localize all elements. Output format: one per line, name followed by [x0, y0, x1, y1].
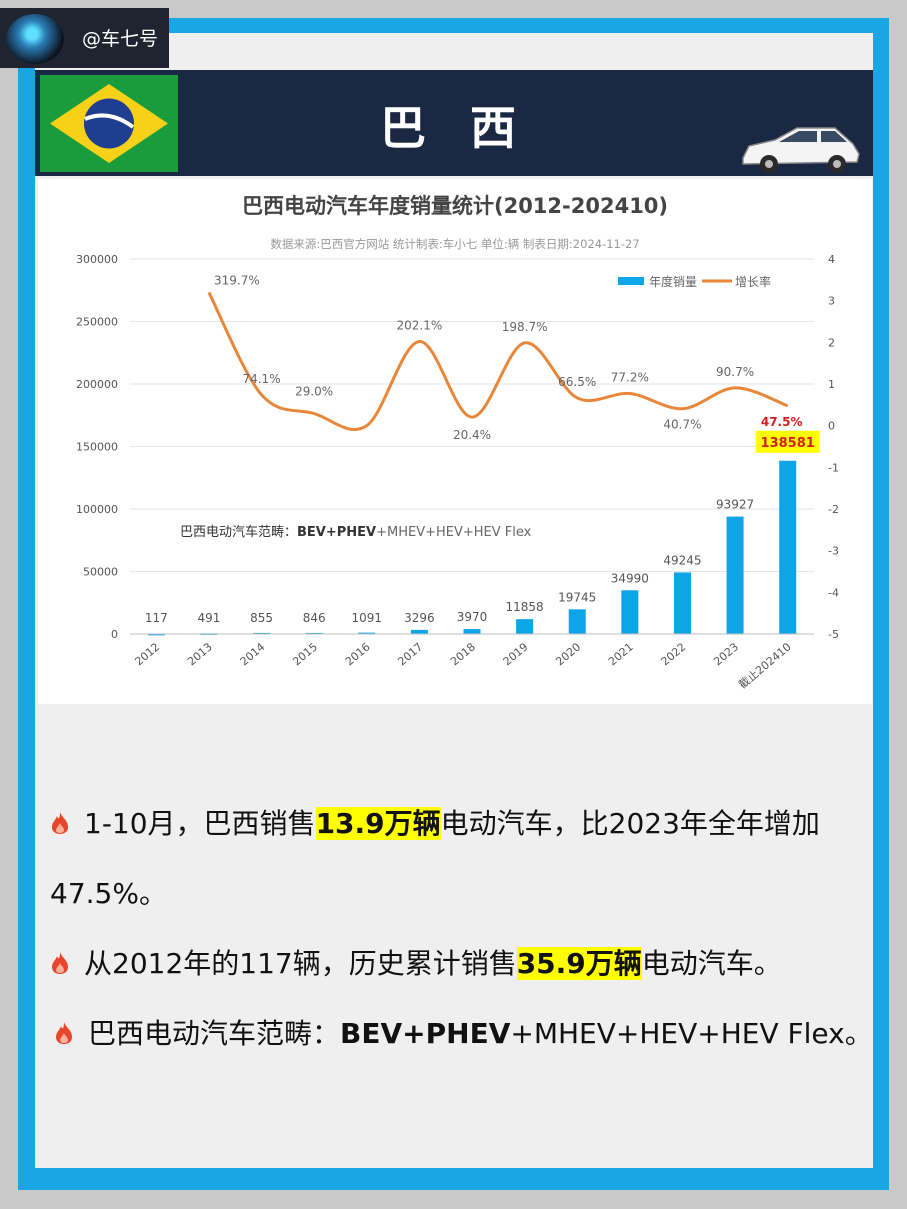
fire-icon [50, 809, 70, 842]
x-tick-label: 2012 [132, 640, 162, 668]
fire-icon [54, 1019, 74, 1052]
annotation-bold: BEV+PHEV [297, 525, 376, 540]
bar-data-label: 491 [197, 611, 220, 625]
x-tick-label: 2013 [185, 640, 215, 668]
annotation-rest: +MHEV+HEV+HEV Flex [376, 525, 532, 540]
bullet-1-highlight: 13.9万辆 [315, 807, 441, 840]
chart-title: 巴西电动汽车年度销量统计(2012-202410) [242, 194, 668, 218]
brazil-flag-icon [40, 75, 178, 172]
line-data-label: 319.7% [214, 273, 260, 287]
bar [673, 572, 691, 634]
y-left-tick-label: 300000 [76, 253, 118, 266]
chart-subtitle: 数据来源:巴西官方网站 统计制表:车小七 单位:辆 制表日期:2024-11-2… [270, 237, 639, 251]
bar [726, 516, 744, 634]
car-icon [735, 118, 865, 176]
line-data-label: 20.4% [453, 428, 491, 442]
y-right-tick-label: 2 [828, 336, 835, 349]
bullet-2-text-end: 电动汽车。 [641, 947, 782, 980]
bullet-3-text: 巴西电动汽车范畴： [88, 1017, 341, 1050]
chart-annotation: 巴西电动汽车范畴：BEV+PHEV+MHEV+HEV+HEV Flex [180, 524, 532, 540]
x-tick-label: 2016 [343, 640, 373, 668]
line-data-label: 202.1% [397, 318, 443, 332]
y-left-tick-label: 150000 [76, 441, 118, 454]
sales-chart: 巴西电动汽车年度销量统计(2012-202410) 数据来源:巴西官方网站 统计制… [76, 194, 839, 692]
bar [621, 590, 639, 634]
y-right-tick-label: -4 [828, 586, 839, 599]
chart-panel: 巴西电动汽车年度销量统计(2012-202410) 数据来源:巴西官方网站 统计制… [38, 179, 872, 704]
bullet-1: 1-10月，巴西销售13.9万辆电动汽车，比2023年全年增加 [50, 802, 820, 842]
line-data-label: 74.1% [242, 372, 280, 386]
line-data-label: 77.2% [611, 371, 649, 385]
bar [147, 633, 165, 636]
x-tick-label: 2020 [553, 640, 583, 668]
bar [779, 460, 797, 634]
x-tick-label: 2022 [659, 640, 689, 668]
bullet-2-highlight: 35.9万辆 [516, 947, 642, 980]
bar-data-label: 138581 [761, 436, 815, 451]
y-right-tick-label: 0 [828, 420, 835, 433]
y-left-tick-label: 50000 [83, 566, 118, 579]
x-tick-label: 2023 [711, 640, 741, 668]
x-tick-label: 2019 [501, 640, 531, 668]
bar [410, 629, 428, 634]
bar-data-label: 3970 [457, 610, 488, 624]
bullet-1-text-end: 电动汽车，比2023年全年增加 [440, 807, 820, 840]
y-right-tick-label: 1 [828, 378, 835, 391]
bar-label-highlight [755, 430, 820, 453]
x-tick-label: 截止202410 [736, 640, 794, 692]
line-data-label: 66.5% [558, 375, 596, 389]
bullet-3: 巴西电动汽车范畴：BEV+PHEV+MHEV+HEV+HEV Flex。 [54, 1012, 873, 1052]
line-data-label: 29.0% [295, 385, 333, 399]
y-right-tick-label: -2 [828, 503, 839, 516]
y-left-tick-label: 250000 [76, 316, 118, 329]
legend-line-label: 增长率 [735, 274, 771, 289]
y-right-tick-label: -1 [828, 461, 839, 474]
growth-rate-line [207, 291, 789, 432]
bar [358, 632, 376, 635]
bullet-3-text-end: +MHEV+HEV+HEV Flex。 [510, 1017, 873, 1050]
bar-data-label: 49245 [663, 553, 701, 567]
bullet-2-text: 从2012年的117辆，历史累计销售 [84, 947, 517, 980]
y-right-tick-label: -3 [828, 545, 839, 558]
author-handle: @车七号 [82, 28, 159, 50]
author-badge: @车七号 [0, 8, 169, 68]
y-left-tick-label: 100000 [76, 503, 118, 516]
y-right-tick-label: -5 [828, 628, 839, 641]
line-data-label: 90.7% [716, 365, 754, 379]
line-data-label: 40.7% [663, 418, 701, 432]
annotation-prefix: 巴西电动汽车范畴： [180, 524, 297, 540]
x-tick-label: 2018 [448, 640, 478, 668]
page-title: 巴 西 [379, 101, 530, 155]
bar-data-label: 846 [303, 611, 326, 625]
bar-data-label: 3296 [404, 611, 435, 625]
bar [516, 619, 534, 634]
legend-bar-label: 年度销量 [649, 274, 697, 289]
bullet-1-continuation: 47.5%。 [50, 877, 167, 910]
x-tick-label: 2014 [238, 640, 268, 668]
bar-data-label: 855 [250, 611, 273, 625]
bar-data-label: 1091 [351, 611, 382, 625]
y-right-tick-label: 3 [828, 295, 835, 308]
x-tick-label: 2017 [396, 640, 426, 668]
y-left-tick-label: 0 [111, 628, 118, 641]
bar-data-label: 34990 [611, 571, 649, 585]
line-data-label: 198.7% [502, 320, 548, 334]
legend-bar-swatch [618, 277, 644, 285]
bullet-1-text: 1-10月，巴西销售 [84, 807, 316, 840]
fire-icon [50, 949, 70, 982]
bar-data-label: 93927 [716, 498, 754, 512]
bar-data-label: 117 [145, 611, 168, 625]
bullet-3-bold: BEV+PHEV [340, 1017, 511, 1050]
bullet-2: 从2012年的117辆，历史累计销售35.9万辆电动汽车。 [50, 942, 782, 982]
bar [463, 629, 481, 634]
bar-data-label: 19745 [558, 590, 596, 604]
bar-data-label: 11858 [506, 600, 544, 614]
bar [568, 609, 586, 634]
y-right-tick-label: 4 [828, 253, 835, 266]
x-tick-label: 2021 [606, 640, 636, 668]
x-tick-label: 2015 [290, 640, 320, 668]
line-data-label: 47.5% [761, 415, 803, 429]
y-left-tick-label: 200000 [76, 378, 118, 391]
author-logo-icon [6, 14, 64, 64]
